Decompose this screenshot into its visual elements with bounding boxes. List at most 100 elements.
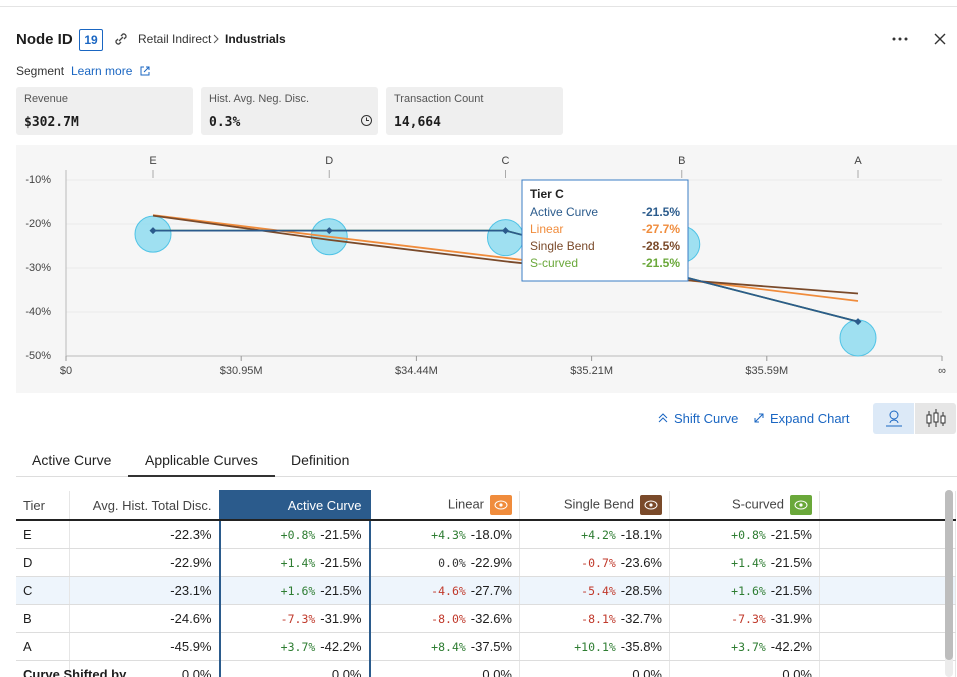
footer-value: 0.0%	[218, 660, 371, 677]
delta: +8.4%	[431, 640, 466, 654]
empty-cell	[819, 604, 956, 633]
curve-cell: -4.6% -27.7%	[369, 576, 520, 605]
eye-icon	[794, 500, 808, 510]
curve-cell: +1.4% -21.5%	[669, 548, 820, 577]
column-header: Avg. Hist. Total Disc.	[69, 491, 220, 521]
curve-line	[152, 214, 859, 302]
tier-label: D	[325, 155, 333, 167]
visibility-toggle[interactable]	[790, 495, 812, 515]
delta: +1.6%	[280, 584, 316, 598]
delta: +3.7%	[280, 640, 316, 654]
chart: -10% -20% -30% -40% -50% $0 $30.95M $34.44M $35.…	[25, 154, 946, 377]
kpi-label: Revenue	[24, 93, 69, 105]
empty-cell	[819, 520, 956, 549]
curve-value: -28.5%	[620, 583, 662, 598]
external-icon	[140, 66, 150, 76]
curve-value: -32.6%	[470, 611, 512, 626]
delta: +1.4%	[731, 556, 766, 570]
curve-cell: -7.3% -31.9%	[218, 604, 371, 633]
curve-value: -21.5%	[770, 555, 812, 570]
breadcrumb[interactable]: Retail Indirect	[138, 32, 212, 46]
tooltip-name: Active Curve	[530, 205, 598, 219]
curve-cell: +1.6% -21.5%	[218, 576, 371, 605]
y-tick-label: -30%	[25, 262, 51, 274]
eye-icon	[644, 500, 658, 510]
node-title: Node ID	[16, 31, 73, 48]
tab-active[interactable]: Applicable Curves	[145, 452, 258, 468]
empty-cell	[819, 548, 956, 577]
delta: +1.4%	[280, 556, 316, 570]
top-border	[0, 6, 957, 7]
curve-value: -21.5%	[770, 527, 812, 542]
footer-value: 0.0%	[369, 660, 520, 677]
delta: -7.3%	[731, 612, 766, 626]
curve-point	[502, 227, 509, 235]
tooltip-value: -28.5%	[642, 239, 680, 253]
curve-cell: +4.3% -18.0%	[369, 520, 520, 549]
shift-icon	[658, 413, 668, 423]
curve-cell: +3.7% -42.2%	[669, 632, 820, 661]
empty-cell	[819, 576, 956, 605]
bubble	[839, 319, 877, 357]
close-button[interactable]	[933, 32, 947, 46]
x-tick-label: $34.44M	[395, 365, 438, 377]
curve-line	[152, 214, 859, 295]
kpi-value: 14,664	[394, 115, 441, 130]
learn-more-link[interactable]: Learn more	[71, 64, 133, 78]
view-toggle-candle[interactable]	[915, 403, 956, 434]
column-title: Active Curve	[287, 498, 362, 513]
delta: 0.0%	[438, 556, 466, 570]
y-tick-label: -20%	[25, 218, 51, 230]
link-icon[interactable]	[114, 32, 128, 46]
table-row: D -22.9% +1.4% -21.5% 0.0% -22.9% -0.7% -23.6% +…	[16, 548, 956, 577]
x-tick-label: $0	[60, 365, 72, 377]
column-header: Active Curve	[218, 490, 371, 521]
tier-label: B	[678, 155, 685, 167]
tab[interactable]: Definition	[291, 452, 350, 468]
kpi-label: Hist. Avg. Neg. Disc.	[209, 93, 310, 105]
column-title: Linear	[447, 496, 484, 512]
clock-icon	[361, 115, 372, 126]
delta: -0.7%	[581, 556, 616, 570]
tooltip-value: -21.5%	[642, 205, 680, 219]
tier: B	[16, 604, 70, 633]
scrollbar	[945, 490, 953, 677]
curve-value: -42.2%	[320, 639, 362, 654]
scroll-thumb[interactable]	[945, 490, 953, 660]
node-badge: 19	[79, 29, 103, 51]
footer-value: 0.0%	[519, 660, 670, 677]
visibility-toggle[interactable]	[490, 495, 512, 515]
tab[interactable]: Active Curve	[32, 452, 112, 468]
column-header: Linear	[369, 491, 520, 521]
expand-chart-button[interactable]: Expand Chart	[770, 411, 850, 426]
curve-point	[854, 318, 862, 326]
tooltip-title: Tier C	[530, 187, 564, 201]
empty-cell	[819, 632, 956, 661]
tooltip-name: Linear	[530, 222, 563, 236]
curve-value: -37.5%	[470, 639, 512, 654]
tier-label: E	[149, 155, 156, 167]
delta: -7.3%	[280, 612, 316, 626]
table-row: C -23.1% +1.6% -21.5% -4.6% -27.7% -5.4% -28.5%…	[16, 576, 956, 605]
curve-value: -21.5%	[770, 583, 812, 598]
view-toggle-bubble[interactable]	[873, 403, 914, 434]
delta: +1.6%	[731, 584, 766, 598]
footer-label: Curve Shifted by	[16, 660, 126, 677]
y-tick-label: -50%	[25, 350, 51, 362]
delta: -8.0%	[431, 612, 466, 626]
column-header	[819, 491, 956, 521]
shift-curve-button[interactable]: Shift Curve	[674, 411, 739, 426]
empty-cell	[819, 660, 956, 677]
curve-value: -22.9%	[470, 555, 512, 570]
tooltip-name: S-curved	[530, 256, 578, 270]
column-title: Avg. Hist. Total Disc.	[92, 497, 212, 513]
avg-disc: -22.3%	[69, 520, 220, 549]
visibility-toggle[interactable]	[640, 495, 662, 515]
more-button[interactable]	[890, 32, 910, 46]
kpi-value: $302.7M	[24, 115, 79, 130]
curve-point	[325, 227, 333, 235]
tier-label: C	[502, 155, 510, 167]
curve-cell: 0.0% -22.9%	[369, 548, 520, 577]
kpi-value: 0.3%	[209, 115, 241, 130]
expand-icon	[754, 413, 764, 423]
